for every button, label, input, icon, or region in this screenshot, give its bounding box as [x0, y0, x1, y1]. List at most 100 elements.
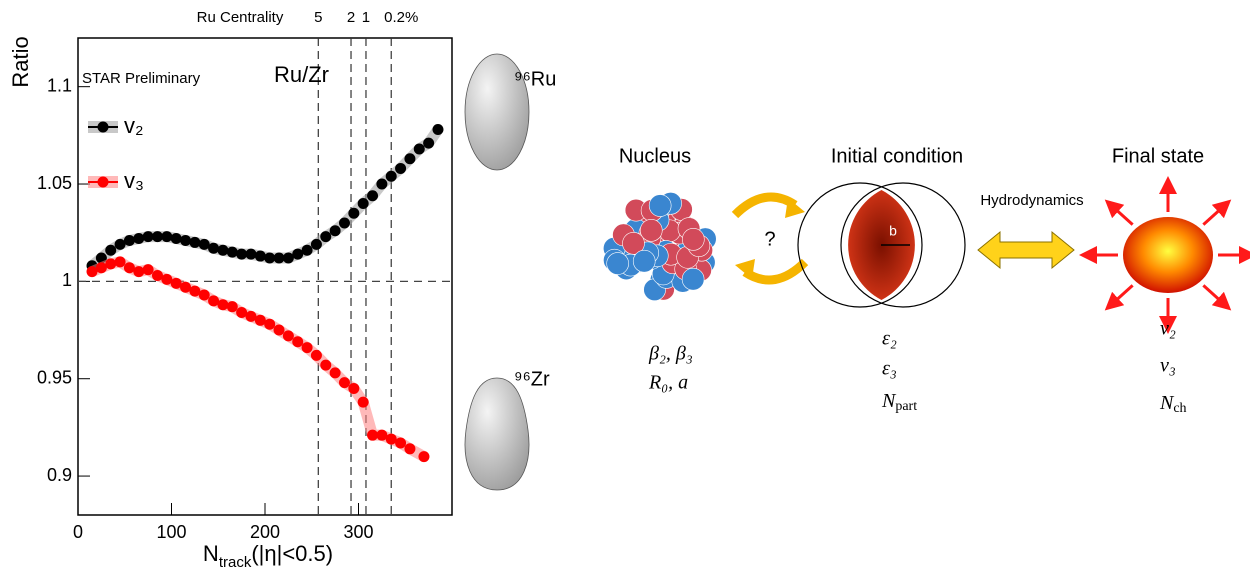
y-tick-label: 1 [62, 270, 72, 290]
data-point [310, 238, 322, 250]
data-point [348, 382, 360, 394]
data-point [114, 238, 126, 250]
data-point [301, 342, 313, 354]
nucleus-label: ⁹⁶Zr [514, 368, 550, 390]
data-point [376, 429, 388, 441]
data-point [142, 264, 154, 276]
y-axis-label: Ratio [8, 36, 33, 87]
data-point [236, 307, 248, 319]
data-point [254, 314, 266, 326]
stage-title: Final state [1112, 145, 1204, 167]
nucleus-b [840, 182, 966, 308]
data-point [423, 137, 435, 149]
flow-arrow [1104, 199, 1134, 226]
y-tick-label: 1.05 [37, 173, 72, 193]
x-tick-label: 300 [343, 522, 373, 542]
data-point [86, 266, 98, 278]
data-point [310, 349, 322, 361]
data-point [198, 238, 210, 250]
data-point [105, 244, 117, 256]
nucleus-cluster [603, 192, 717, 301]
centrality-label: 5 [314, 9, 322, 26]
legend-label: v₂ [124, 113, 144, 138]
arrow-head [735, 259, 755, 279]
data-point [413, 143, 425, 155]
data-point [245, 310, 257, 322]
param: β₂, β₃ [648, 343, 693, 365]
nucleon [648, 194, 672, 217]
data-point [151, 270, 163, 282]
data-point [395, 162, 407, 174]
data-point [376, 178, 388, 190]
data-point [367, 190, 379, 202]
data-point [264, 318, 276, 330]
data-point [418, 451, 430, 463]
y-tick-label: 0.95 [37, 367, 72, 387]
fireball [1123, 217, 1213, 293]
param: Npart [881, 390, 917, 415]
x-axis-label-sub: track [219, 554, 252, 571]
data-point [189, 285, 201, 297]
flow-arrow [1202, 284, 1232, 311]
data-point [338, 217, 350, 229]
y-tick-label: 0.9 [47, 465, 72, 485]
x-tick-label: 100 [156, 522, 186, 542]
impact-label: b [889, 223, 897, 239]
data-point [151, 231, 163, 243]
data-point [282, 330, 294, 342]
x-axis-label-rest: (|η|<0.5) [251, 541, 333, 566]
nuclei: ⁹⁶Ru ⁹⁶Zr [464, 53, 556, 491]
data-point [114, 256, 126, 268]
diagram: Nucleus Initial condition Final state ? … [603, 145, 1250, 417]
error-band [86, 124, 444, 272]
data-point [189, 236, 201, 248]
arrow-head [785, 198, 805, 218]
data-point [123, 234, 135, 246]
data-point [329, 367, 341, 379]
data-point [180, 234, 192, 246]
double-arrow [977, 230, 1075, 270]
data-point [133, 233, 145, 245]
data-point [123, 262, 135, 274]
nucleon [632, 249, 656, 273]
data-point [367, 429, 379, 441]
param-sub: ch [1173, 401, 1186, 416]
x-axis-label: Ntrack(|η|<0.5) [203, 541, 333, 571]
y-tick-label: 1.1 [47, 75, 72, 95]
data-point [198, 289, 210, 301]
data-point [395, 437, 407, 449]
data-point [348, 207, 360, 219]
data-point [329, 225, 341, 237]
legend-marker [97, 121, 109, 133]
flow-arrows [1079, 176, 1250, 334]
centrality-label: 0.2% [384, 9, 418, 26]
data-point [226, 246, 238, 258]
flow-arrow [1104, 284, 1134, 311]
data-point [245, 248, 257, 260]
error-band [86, 256, 430, 463]
ru-shape [464, 53, 530, 171]
data-point [320, 231, 332, 243]
data-point [338, 377, 350, 389]
data-point [273, 252, 285, 264]
data-point [385, 433, 397, 445]
nucleon [681, 267, 705, 291]
param-sub: part [895, 399, 917, 414]
data-point [105, 258, 117, 270]
data-point [217, 299, 229, 311]
flow-arrow [1202, 199, 1232, 226]
data-point [301, 244, 313, 256]
annotation: STAR Preliminary [82, 70, 201, 87]
data-point [133, 266, 145, 278]
nucleon [682, 228, 705, 251]
nucleus-label: ⁹⁶Ru [514, 68, 556, 90]
data-point [385, 170, 397, 182]
data-point [292, 248, 304, 260]
x-tick-label: 200 [250, 522, 280, 542]
data-point [432, 124, 444, 136]
data-point [208, 242, 220, 254]
data-point [320, 359, 332, 371]
param: Nch [1159, 392, 1187, 417]
legend-label: v₃ [124, 168, 144, 193]
